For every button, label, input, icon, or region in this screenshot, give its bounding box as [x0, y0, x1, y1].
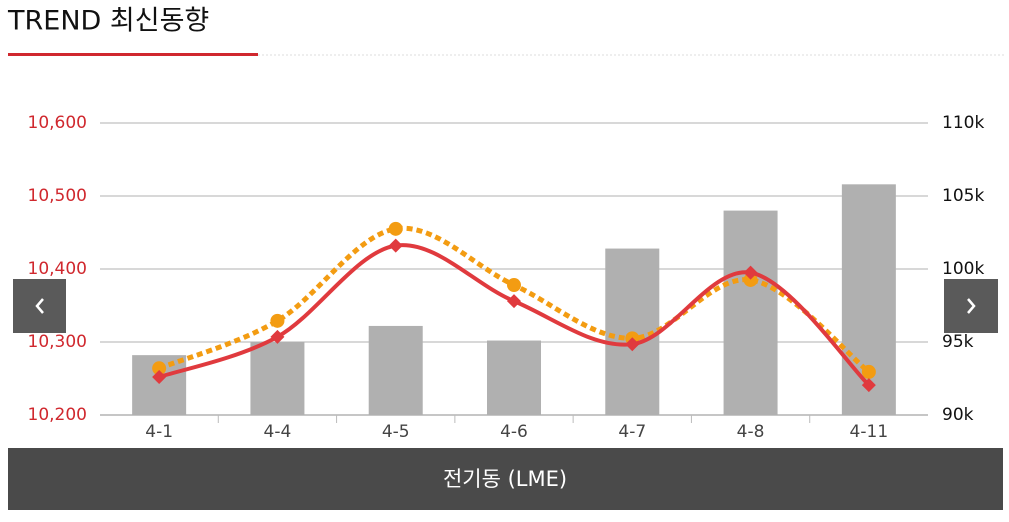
prev-button[interactable]: [13, 279, 66, 333]
prev-arrow[interactable]: [35, 298, 44, 314]
marker: [270, 313, 285, 328]
y-tick-label: 10,500: [28, 186, 87, 206]
y2-tick-label: 110k: [942, 113, 984, 133]
x-tick-label: 4-5: [382, 422, 410, 442]
y2-tick-label: 90k: [942, 405, 974, 425]
x-tick-label: 4-1: [145, 422, 173, 442]
bar: [368, 325, 423, 415]
next-button[interactable]: [944, 279, 998, 333]
marker: [388, 221, 403, 236]
bar: [723, 210, 778, 415]
x-tick-label: 4-7: [618, 422, 646, 442]
marker: [507, 294, 521, 309]
marker: [152, 361, 167, 376]
x-tick-label: 4-4: [264, 422, 292, 442]
caption-bar: [8, 448, 1003, 510]
y2-tick-label: 100k: [942, 259, 984, 279]
x-tick-label: 4-11: [850, 422, 889, 442]
y-tick-label: 10,400: [28, 259, 87, 279]
y-tick-label: 10,300: [28, 332, 87, 352]
bar: [250, 342, 305, 415]
marker: [388, 238, 403, 253]
plot: 10,200 10,300 10,400 10,500 10,600 90k 95k 100k…: [28, 113, 985, 442]
marker: [743, 272, 758, 287]
y-tick-label: 10,200: [28, 405, 87, 425]
chart-caption: 전기동 (LME): [443, 467, 567, 491]
page-title: TREND 최신동향: [7, 6, 209, 37]
y2-tick-label: 95k: [942, 332, 974, 352]
x-tick-label: 4-8: [737, 422, 765, 442]
marker: [625, 337, 640, 352]
marker: [861, 364, 876, 379]
y-tick-label: 10,600: [28, 113, 87, 133]
next-button-bg[interactable]: [944, 279, 998, 333]
x-tick-label: 4-6: [500, 422, 528, 442]
marker: [507, 278, 521, 293]
marker: [743, 265, 758, 280]
y2-tick-label: 105k: [942, 186, 984, 206]
marker: [270, 329, 285, 344]
title-underline: [8, 53, 258, 56]
bar: [487, 340, 541, 415]
prev-button-bg[interactable]: [13, 279, 66, 333]
next-arrow[interactable]: [967, 298, 976, 314]
marker: [861, 378, 876, 393]
marker: [152, 370, 167, 385]
